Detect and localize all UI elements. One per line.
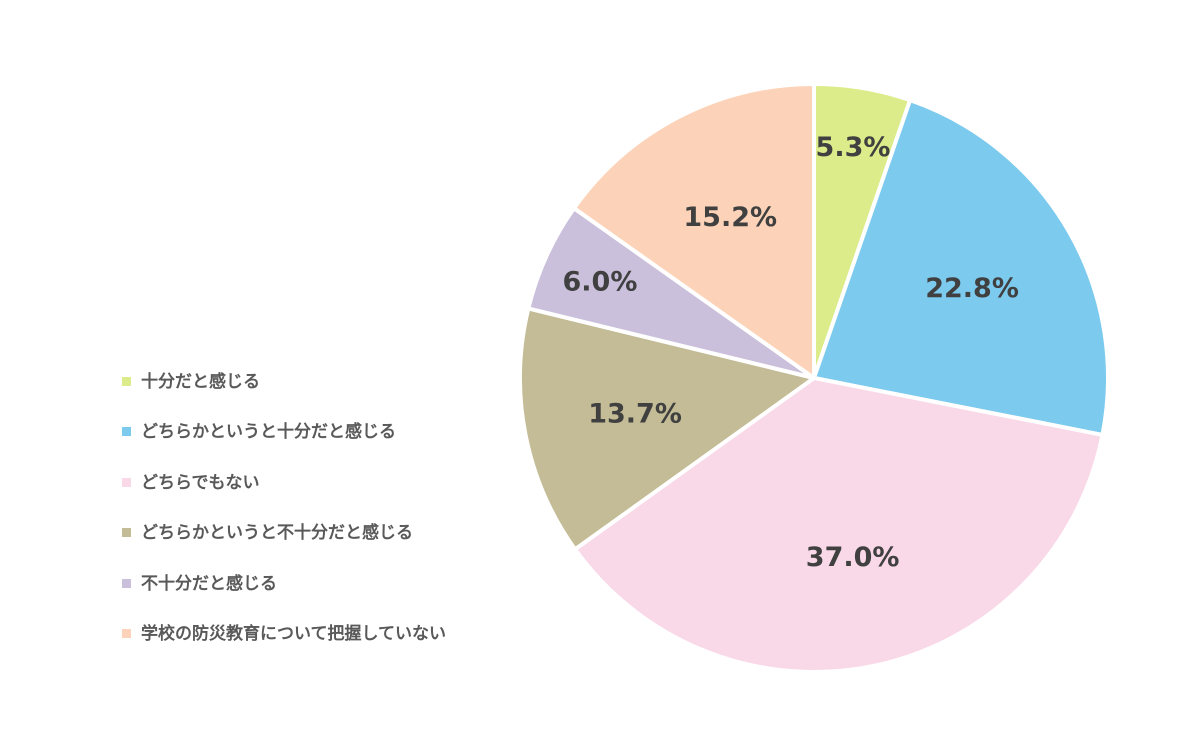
legend-swatch <box>122 629 131 639</box>
legend-item: 不十分だと感じる <box>122 556 446 607</box>
slice-data-label: 37.0% <box>806 542 900 573</box>
slice-data-label: 5.3% <box>816 132 891 163</box>
legend-item: どちらかというと十分だと感じる <box>122 405 446 456</box>
legend: 十分だと感じる どちらかというと十分だと感じる どちらでもない どちらかというと… <box>122 354 446 657</box>
legend-label: どちらかというと十分だと感じる <box>141 422 396 443</box>
legend-label: どちらでもない <box>141 472 260 493</box>
slice-data-label: 15.2% <box>683 202 777 233</box>
legend-swatch <box>122 376 131 386</box>
legend-item: どちらでもない <box>122 455 446 506</box>
legend-label: 学校の防災教育について把握していない <box>141 624 446 645</box>
slice-data-label: 22.8% <box>925 273 1019 304</box>
legend-item: どちらかというと不十分だと感じる <box>122 506 446 557</box>
legend-label: どちらかというと不十分だと感じる <box>141 523 413 544</box>
legend-label: 不十分だと感じる <box>141 573 277 594</box>
slice-data-label: 13.7% <box>588 399 682 430</box>
pie-slice <box>812 98 1110 437</box>
legend-swatch <box>122 528 131 538</box>
legend-label: 十分だと感じる <box>141 371 260 392</box>
legend-item: 十分だと感じる <box>122 354 446 405</box>
pie-slice <box>518 306 816 552</box>
legend-swatch <box>122 578 131 588</box>
pie-slice <box>573 376 1105 674</box>
legend-swatch <box>122 427 131 437</box>
pie-slice <box>571 82 816 380</box>
slice-data-label: 6.0% <box>562 267 637 298</box>
legend-swatch <box>122 477 131 487</box>
legend-item: 学校の防災教育について把握していない <box>122 607 446 658</box>
